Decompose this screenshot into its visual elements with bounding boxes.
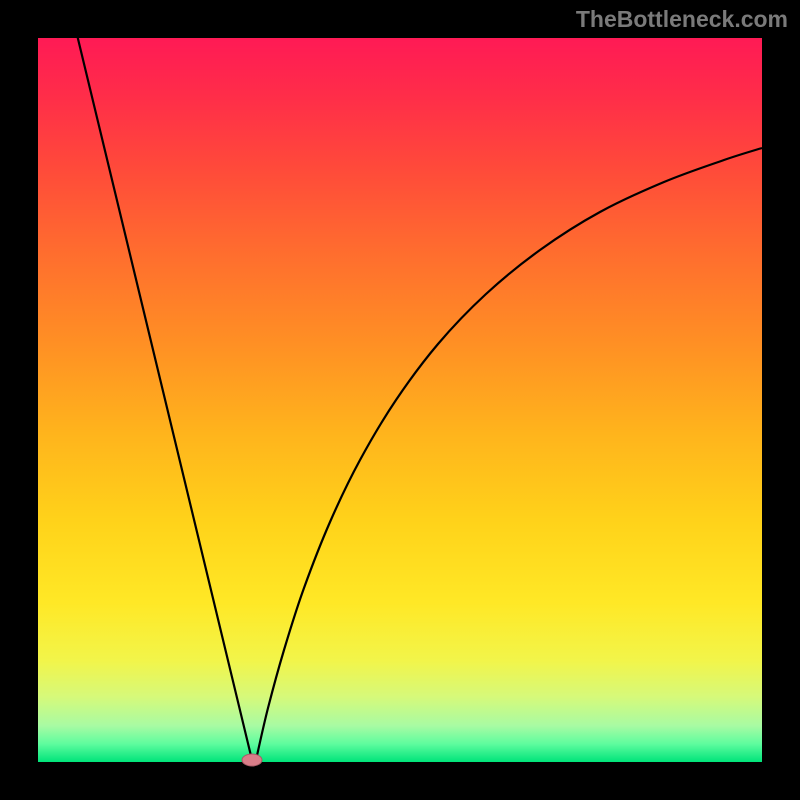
dip-marker [242, 754, 262, 766]
bottleneck-curve [72, 14, 762, 760]
watermark-text: TheBottleneck.com [576, 6, 788, 33]
curve-layer [0, 0, 800, 800]
